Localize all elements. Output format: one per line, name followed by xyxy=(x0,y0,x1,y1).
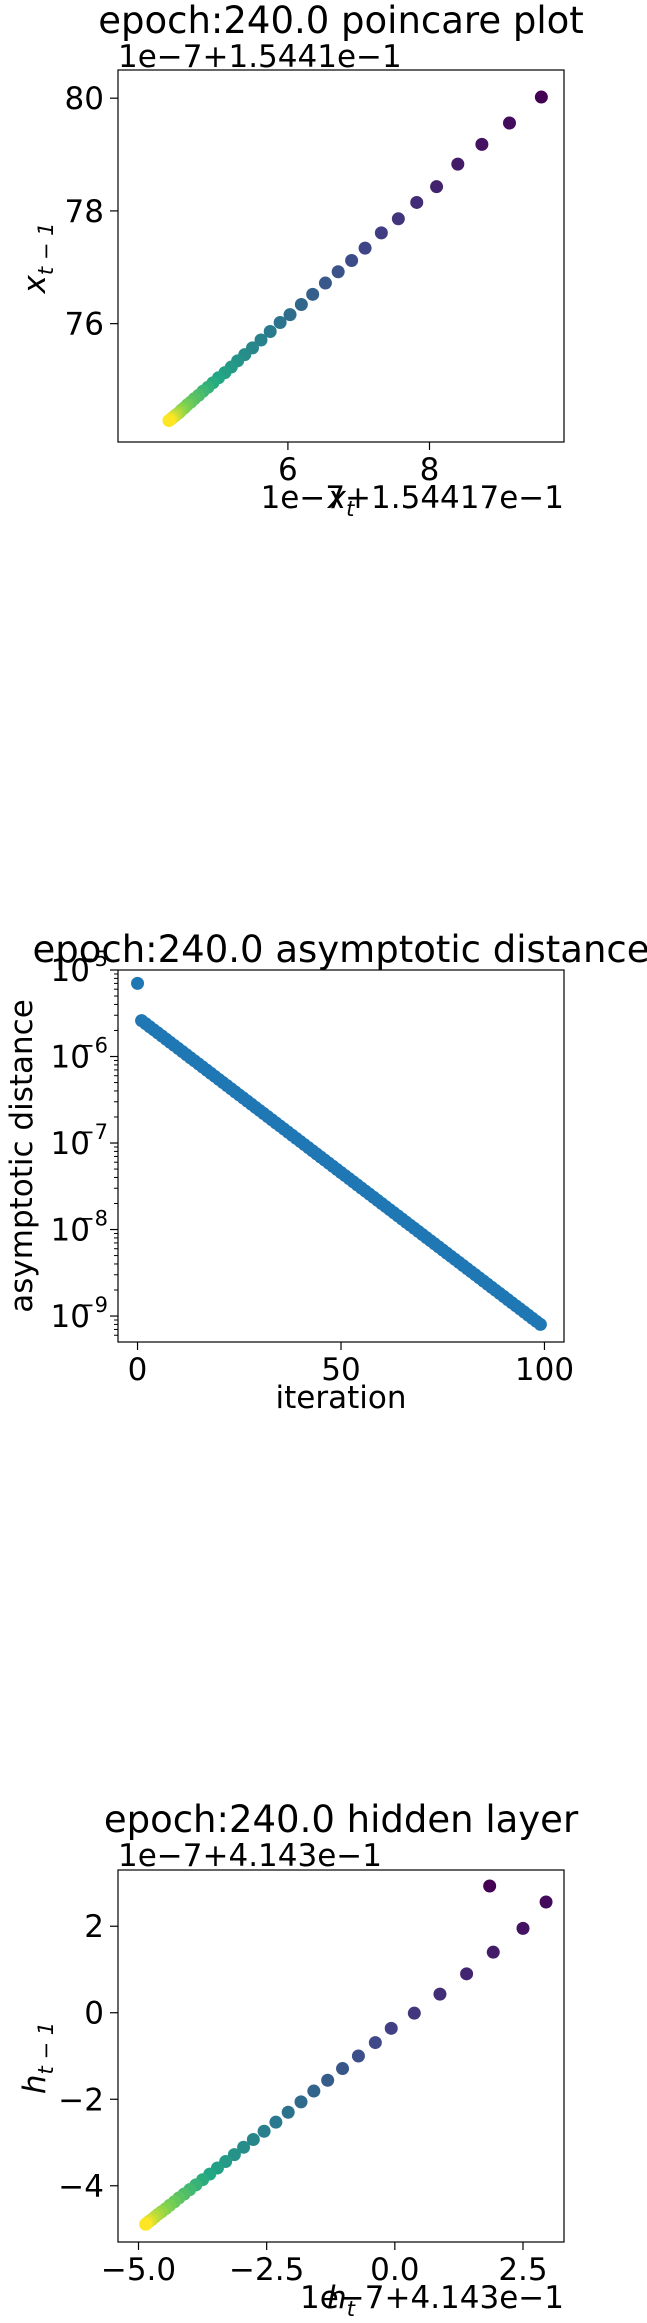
poincare-point xyxy=(502,116,516,130)
poincare-y-tick-label: 78 xyxy=(65,194,104,230)
hidden-y-tick-label: −4 xyxy=(58,2169,104,2205)
poincare-point xyxy=(283,308,297,322)
hidden-y-offset-label: 1e−7+4.143e−1 xyxy=(118,1838,382,1874)
asymptotic-points xyxy=(131,976,547,1331)
poincare-point xyxy=(410,195,424,209)
poincare-plot-title: epoch:240.0 poincare plot xyxy=(98,0,584,42)
asymptotic-x-axis-label: iteration xyxy=(276,1380,407,1416)
asymptotic-distance-title: epoch:240.0 asymptotic distance xyxy=(32,928,647,971)
hidden-point xyxy=(368,2036,382,2050)
hidden-x-offset-label: 1e−7+4.143e−1 xyxy=(300,2280,564,2316)
hidden-point xyxy=(246,2132,260,2146)
hidden-x-tick-label: 2.5 xyxy=(498,2252,547,2288)
asymptotic-point xyxy=(131,976,145,990)
asymptotic-x-tick-label: 100 xyxy=(515,1352,574,1388)
hidden-point xyxy=(486,1945,500,1959)
poincare-point xyxy=(162,414,176,428)
hidden-point xyxy=(227,2148,241,2162)
asymptotic-y-tick-label: 10 xyxy=(51,1126,90,1162)
asymptotic-y-tick-exponent: −7 xyxy=(77,1120,108,1144)
hidden-point xyxy=(539,1895,553,1909)
poincare-point xyxy=(475,137,489,151)
poincare-point xyxy=(254,333,268,347)
poincare-y-ticks: 76 78 80 xyxy=(65,81,118,343)
hidden-point xyxy=(407,2006,421,2020)
hidden-points xyxy=(139,1879,553,2231)
hidden-layer-plot: epoch:240.0 hidden layer 1e−7+4.143e−1 −… xyxy=(17,1798,579,2321)
hidden-point xyxy=(321,2073,335,2087)
poincare-point xyxy=(358,241,372,255)
poincare-x-tick-label: 8 xyxy=(420,452,440,488)
asymptotic-y-tick-exponent: −5 xyxy=(77,947,108,971)
poincare-point xyxy=(306,287,320,301)
poincare-point xyxy=(273,316,287,330)
hidden-y-tick-label: −2 xyxy=(58,2082,104,2118)
poincare-point xyxy=(430,180,444,194)
hidden-point xyxy=(281,2105,295,2119)
hidden-point xyxy=(237,2140,251,2154)
asymptotic-x-tick-label: 0 xyxy=(128,1352,148,1388)
poincare-point xyxy=(391,212,405,226)
poincare-y-tick-label: 80 xyxy=(65,81,104,117)
poincare-points xyxy=(162,90,548,428)
hidden-point xyxy=(433,1987,447,2001)
hidden-point xyxy=(516,1921,530,1935)
asymptotic-y-tick-label: 10 xyxy=(51,1040,90,1076)
poincare-y-tick-label: 76 xyxy=(65,307,104,343)
poincare-x-offset-label: 1e−7+1.54417e−1 xyxy=(261,480,564,516)
poincare-y-offset-label: 1e−7+1.5441e−1 xyxy=(118,39,402,75)
hidden-x-ticks: −5.0 −2.5 0.0 2.5 xyxy=(101,2242,548,2288)
poincare-point xyxy=(345,254,359,268)
hidden-point xyxy=(139,2217,153,2231)
poincare-plot-frame xyxy=(117,69,565,443)
hidden-point xyxy=(307,2084,321,2098)
hidden-y-tick-label: 2 xyxy=(84,1909,104,1945)
poincare-point xyxy=(318,276,332,290)
asymptotic-y-ticks: 10−910−810−710−610−5 xyxy=(51,947,118,1336)
hidden-point xyxy=(483,1879,497,1893)
hidden-x-tick-label: −2.5 xyxy=(229,2252,304,2288)
asymptotic-x-tick-label: 50 xyxy=(321,1352,360,1388)
asymptotic-x-ticks: 0 50 100 xyxy=(128,1342,574,1388)
hidden-layer-frame xyxy=(117,1869,565,2243)
asymptotic-y-tick-label: 10 xyxy=(51,1299,90,1335)
poincare-x-tick-label: 6 xyxy=(278,452,298,488)
poincare-point xyxy=(294,297,308,311)
poincare-point xyxy=(374,226,388,240)
hidden-layer-title: epoch:240.0 hidden layer xyxy=(104,1798,579,1841)
hidden-point xyxy=(336,2062,350,2076)
hidden-point xyxy=(257,2124,271,2138)
hidden-point xyxy=(294,2095,308,2109)
poincare-point xyxy=(451,157,465,171)
poincare-point xyxy=(263,325,277,339)
asymptotic-y-axis-label: asymptotic distance xyxy=(4,999,40,1313)
poincare-point xyxy=(331,265,345,279)
asymptotic-y-tick-exponent: −9 xyxy=(77,1293,108,1317)
hidden-x-tick-label: −5.0 xyxy=(101,2252,176,2288)
hidden-point xyxy=(460,1967,474,1981)
asymptotic-y-tick-exponent: −8 xyxy=(77,1207,108,1231)
hidden-y-ticks: −4 −2 0 2 xyxy=(58,1909,118,2205)
asymptotic-y-tick-label: 10 xyxy=(51,1213,90,1249)
hidden-y-tick-label: 0 xyxy=(84,1996,104,2032)
poincare-point xyxy=(534,90,548,104)
asymptotic-distance-plot: epoch:240.0 asymptotic distance 10−910−8… xyxy=(4,928,647,1416)
hidden-point xyxy=(269,2115,283,2129)
hidden-x-tick-label: 0.0 xyxy=(370,2252,419,2288)
asymptotic-point xyxy=(533,1317,547,1331)
hidden-point xyxy=(384,2021,398,2035)
hidden-point xyxy=(351,2049,365,2063)
asymptotic-y-tick-exponent: −6 xyxy=(77,1034,108,1058)
asymptotic-y-tick-label: 10 xyxy=(51,953,90,989)
